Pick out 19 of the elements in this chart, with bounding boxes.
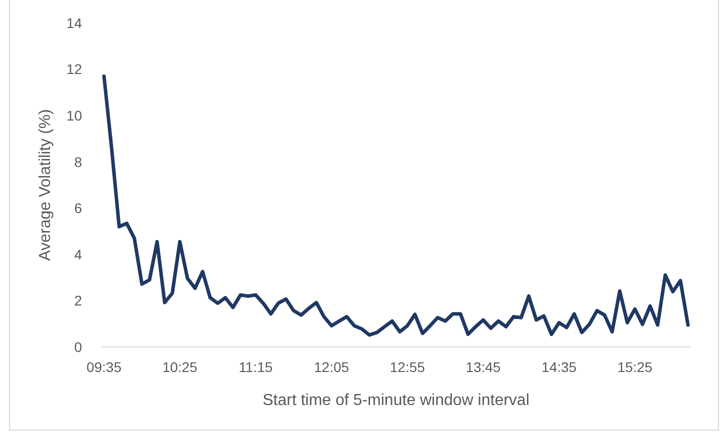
y-tick-label: 12 — [66, 61, 82, 78]
y-tick-label: 4 — [74, 246, 82, 262]
x-tick-label: 15:25 — [617, 359, 653, 375]
x-axis-title: Start time of 5-minute window interval — [262, 392, 530, 409]
y-tick-label: 8 — [74, 154, 82, 170]
y-tick-label: 2 — [74, 292, 82, 309]
y-axis-title: Average Volatility (%) — [37, 109, 54, 261]
y-tick-label: 14 — [66, 14, 82, 31]
x-tick-label: 12:55 — [390, 359, 426, 375]
y-tick-label: 0 — [74, 338, 82, 355]
line-series — [102, 74, 690, 337]
x-tick-label: 13:45 — [466, 359, 501, 375]
y-tick-label: 10 — [66, 107, 82, 124]
y-tick-label: 6 — [74, 200, 82, 216]
x-tick-label: 14:35 — [542, 359, 577, 375]
x-tick-label: 11:15 — [238, 359, 273, 375]
x-tick-label: 10:25 — [162, 359, 198, 375]
x-tick-label: 09:35 — [86, 359, 122, 375]
x-tick-label: 12:05 — [314, 359, 350, 375]
